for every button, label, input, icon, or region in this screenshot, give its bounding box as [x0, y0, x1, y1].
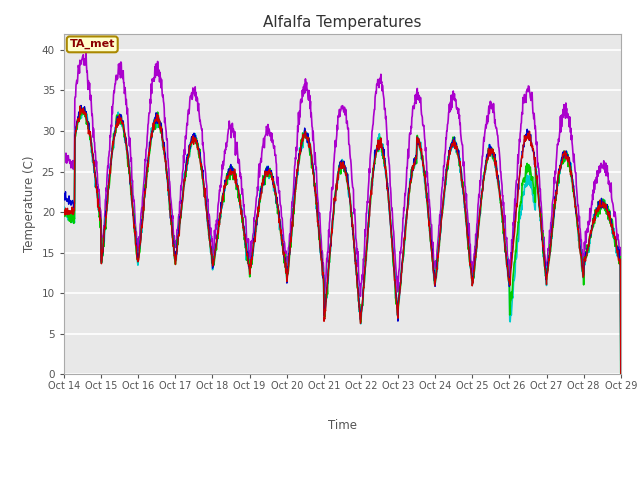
PanelT	[60, 207, 68, 213]
PanelT	[502, 249, 509, 254]
AM25T_PRT	[429, 261, 437, 266]
PanelT	[171, 252, 179, 257]
NR01_PRT	[502, 250, 509, 256]
PanelT	[184, 154, 192, 159]
Line: PanelT: PanelT	[64, 106, 621, 377]
NR01_PRT	[77, 104, 85, 109]
AM25T_PRT	[60, 204, 68, 210]
NR01_PRT	[429, 263, 437, 269]
SonicT	[551, 168, 559, 174]
Y-axis label: Temperature (C): Temperature (C)	[23, 156, 36, 252]
Text: TA_met: TA_met	[70, 39, 115, 49]
SonicT	[60, 161, 68, 167]
Line: AM25T_PRT: AM25T_PRT	[64, 108, 621, 378]
NR01_PRT	[617, 374, 625, 380]
AM25T_PRT	[502, 250, 509, 255]
NR01_PRT	[246, 259, 254, 265]
X-axis label: Time: Time	[328, 419, 357, 432]
PanelT	[551, 196, 559, 202]
AM25T_PRT	[617, 375, 625, 381]
HMP60	[77, 103, 85, 108]
NR01_PRT	[551, 206, 559, 212]
SonicT	[184, 108, 192, 114]
SonicT	[429, 245, 437, 251]
Line: SonicT: SonicT	[64, 53, 621, 360]
SonicT	[246, 254, 254, 260]
SonicT	[617, 357, 625, 363]
Line: NR01_PRT: NR01_PRT	[64, 107, 621, 377]
PanelT	[76, 103, 84, 109]
HMP60	[184, 152, 192, 158]
HMP60	[617, 366, 625, 372]
NR01_PRT	[60, 207, 68, 213]
PanelT	[617, 374, 625, 380]
SonicT	[502, 236, 509, 241]
HMP60	[502, 252, 509, 258]
AM25T_PRT	[246, 260, 254, 266]
HMP60	[171, 251, 179, 257]
Legend: PanelT, HMP60, NR01_PRT, SonicT, AM25T_PRT: PanelT, HMP60, NR01_PRT, SonicT, AM25T_P…	[120, 479, 564, 480]
Line: HMP60: HMP60	[64, 106, 621, 369]
HMP60	[246, 261, 254, 266]
HMP60	[551, 194, 559, 200]
Title: Alfalfa Temperatures: Alfalfa Temperatures	[263, 15, 422, 30]
AM25T_PRT	[76, 106, 84, 111]
AM25T_PRT	[184, 156, 192, 162]
HMP60	[429, 262, 437, 268]
PanelT	[429, 267, 437, 273]
AM25T_PRT	[171, 255, 179, 261]
PanelT	[246, 264, 254, 270]
NR01_PRT	[184, 151, 192, 157]
AM25T_PRT	[551, 201, 559, 206]
SonicT	[82, 50, 90, 56]
SonicT	[171, 241, 179, 247]
NR01_PRT	[171, 256, 179, 262]
HMP60	[60, 193, 68, 199]
